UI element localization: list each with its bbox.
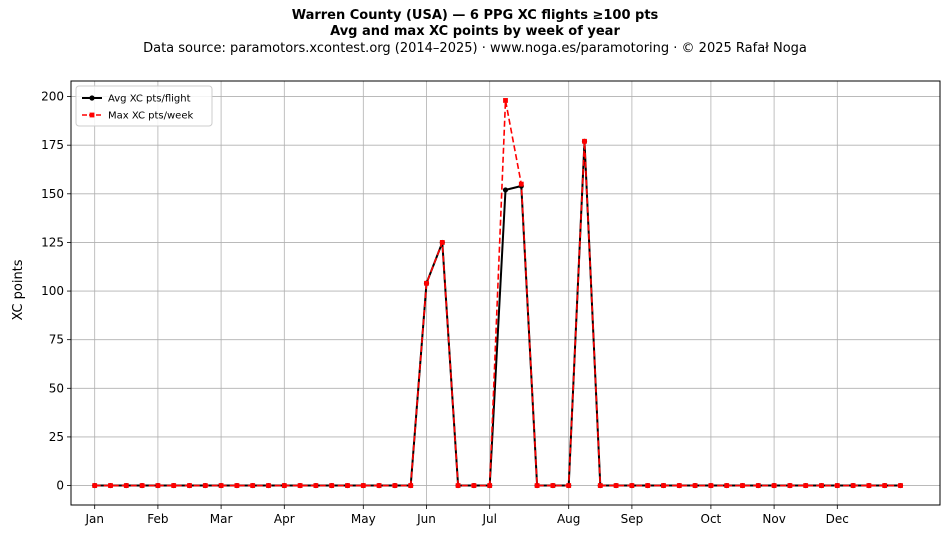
data-point-max <box>850 483 856 488</box>
data-point-max <box>834 483 840 488</box>
grid-lines <box>71 81 940 505</box>
x-tick-label: Dec <box>826 512 849 526</box>
series-line-max <box>94 99 901 487</box>
x-tick-label: Jan <box>84 512 104 526</box>
data-point-max <box>566 483 572 488</box>
data-point-max <box>692 483 698 488</box>
plot-frame <box>70 80 941 506</box>
data-point-max <box>724 483 730 488</box>
data-point-max <box>866 483 872 488</box>
x-tick-label: Feb <box>147 512 168 526</box>
data-point-max <box>613 483 619 488</box>
legend-box <box>75 85 213 127</box>
data-point-max <box>803 483 809 488</box>
data-point-max <box>898 483 903 488</box>
x-tick-label: Mar <box>210 512 233 526</box>
data-point-max <box>755 483 761 488</box>
x-tick-label: May <box>351 512 376 526</box>
series-layer <box>92 98 904 489</box>
data-point-max <box>740 483 745 488</box>
data-point-max <box>676 483 682 488</box>
data-point-max <box>329 483 335 488</box>
data-point-max <box>313 483 319 488</box>
data-point-max <box>645 483 651 488</box>
data-point-max <box>582 138 587 144</box>
x-tick-label: Nov <box>762 512 785 526</box>
legend-label: Avg XC pts/flight <box>108 94 191 105</box>
data-point-max <box>376 483 382 488</box>
title-block: Warren County (USA) — 6 PPG XC flights ≥… <box>0 8 950 58</box>
data-point-max <box>661 483 666 488</box>
data-point-max <box>108 483 113 488</box>
data-point-max <box>771 483 777 488</box>
data-point-max <box>629 483 635 488</box>
data-point-max <box>518 181 524 187</box>
data-point-max <box>424 280 429 286</box>
x-tick-label: Apr <box>274 512 295 526</box>
y-tick-label: 75 <box>49 333 64 347</box>
data-point-max <box>408 483 414 488</box>
data-point-max <box>819 483 824 488</box>
y-tick-label: 100 <box>41 284 64 298</box>
data-point-max <box>550 483 556 488</box>
x-tick-label: Oct <box>701 512 722 526</box>
data-point-max <box>392 483 398 488</box>
data-point-max <box>297 483 303 488</box>
data-point-max <box>92 483 98 488</box>
data-point-max <box>360 483 366 488</box>
y-axis-label: XC points <box>11 259 26 320</box>
data-point-max <box>487 483 493 488</box>
data-point-max <box>281 483 287 488</box>
data-point-max <box>123 483 129 488</box>
data-point-max <box>345 483 350 488</box>
y-tick-label: 50 <box>49 381 64 395</box>
data-point-max <box>534 483 540 488</box>
data-point-max <box>155 483 161 488</box>
data-point-max <box>171 483 177 488</box>
y-tick-label: 200 <box>41 90 64 104</box>
y-tick-label: 25 <box>49 430 64 444</box>
y-tick-label: 125 <box>41 235 64 249</box>
data-point-max <box>471 483 477 488</box>
y-tick-label: 175 <box>41 138 64 152</box>
chart-title: Warren County (USA) — 6 PPG XC flights ≥… <box>291 8 659 23</box>
data-point-max <box>187 483 192 488</box>
data-point-max <box>250 483 256 488</box>
data-point-max <box>234 483 240 488</box>
legend-marker-avg <box>89 95 95 101</box>
data-point-max <box>139 483 145 488</box>
y-tick-label: 0 <box>56 479 64 493</box>
data-point-max <box>266 483 271 488</box>
legend-marker-max <box>89 112 95 118</box>
data-point-max <box>455 483 461 488</box>
data-point-max <box>218 483 224 488</box>
data-point-max <box>708 483 714 488</box>
y-tick-label: 150 <box>41 187 64 201</box>
data-point-max <box>202 483 208 488</box>
series-line-avg <box>94 140 901 487</box>
legend-label: Max XC pts/week <box>108 111 193 122</box>
x-tick-label: Jun <box>416 512 436 526</box>
data-source-note: Data source: paramotors.xcontest.org (20… <box>143 41 807 56</box>
legend: Avg XC pts/flight Max XC pts/week <box>75 85 213 127</box>
axes: 0 25 50 75 100 125 150 175 200 Jan Feb Mar Apr May Jun… <box>41 80 941 526</box>
data-point-max <box>439 240 445 245</box>
data-point-max <box>882 483 888 488</box>
x-tick-label: Aug <box>557 512 580 526</box>
data-point-max <box>787 483 793 488</box>
x-tick-label: Sep <box>621 512 644 526</box>
x-tick-label: Jul <box>481 512 496 526</box>
data-point-max <box>597 483 603 488</box>
data-point-avg <box>502 187 509 193</box>
chart-subtitle: Avg and max XC points by week of year <box>330 24 620 39</box>
data-point-max <box>503 98 508 103</box>
